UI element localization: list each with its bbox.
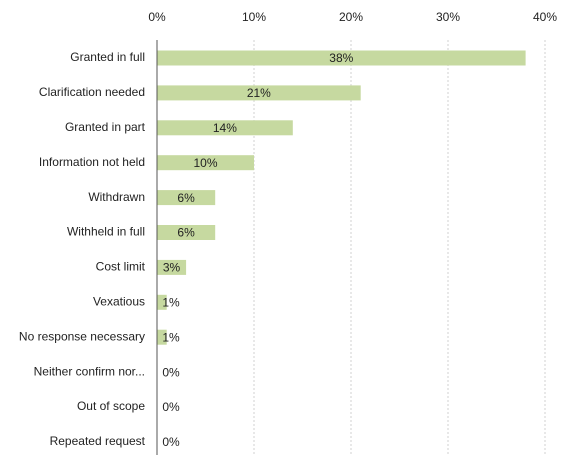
bar bbox=[157, 329, 167, 345]
y-tick-label: Withheld in full bbox=[67, 225, 145, 239]
data-label: 38% bbox=[329, 51, 353, 65]
y-tick-label: Granted in full bbox=[70, 50, 145, 64]
bar bbox=[157, 225, 216, 240]
y-tick-label: Neither confirm nor... bbox=[34, 364, 145, 378]
data-label: 3% bbox=[163, 261, 181, 275]
bar bbox=[157, 85, 361, 101]
bar bbox=[157, 50, 526, 66]
data-label: 21% bbox=[247, 86, 271, 100]
bar bbox=[157, 294, 167, 310]
y-tick-label: Withdrawn bbox=[88, 190, 145, 204]
bar bbox=[157, 155, 254, 171]
data-label: 0% bbox=[162, 400, 180, 414]
x-tick-label: 40% bbox=[533, 10, 557, 24]
bar bbox=[157, 259, 187, 275]
y-tick-label: Vexatious bbox=[93, 294, 145, 308]
y-tick-label: No response necessary bbox=[19, 329, 145, 343]
y-tick-label: Cost limit bbox=[96, 260, 146, 274]
x-tick-label: 10% bbox=[242, 10, 266, 24]
bar bbox=[157, 120, 293, 136]
y-tick-label: Information not held bbox=[39, 155, 145, 169]
y-tick-label: Granted in part bbox=[65, 120, 146, 134]
data-label: 10% bbox=[193, 156, 217, 170]
data-label: 0% bbox=[162, 435, 180, 449]
data-label: 0% bbox=[162, 365, 180, 379]
x-tick-label: 30% bbox=[436, 10, 460, 24]
x-tick-label: 0% bbox=[148, 10, 166, 24]
y-tick-label: Out of scope bbox=[77, 399, 145, 413]
data-label: 14% bbox=[213, 121, 237, 135]
data-label: 1% bbox=[162, 330, 180, 344]
y-tick-label: Clarification needed bbox=[39, 85, 145, 99]
data-label: 6% bbox=[177, 226, 195, 240]
bar bbox=[157, 190, 216, 206]
data-label: 1% bbox=[162, 295, 180, 309]
x-tick-label: 20% bbox=[339, 10, 363, 24]
y-tick-label: Repeated request bbox=[50, 434, 146, 448]
data-label: 6% bbox=[177, 191, 195, 205]
